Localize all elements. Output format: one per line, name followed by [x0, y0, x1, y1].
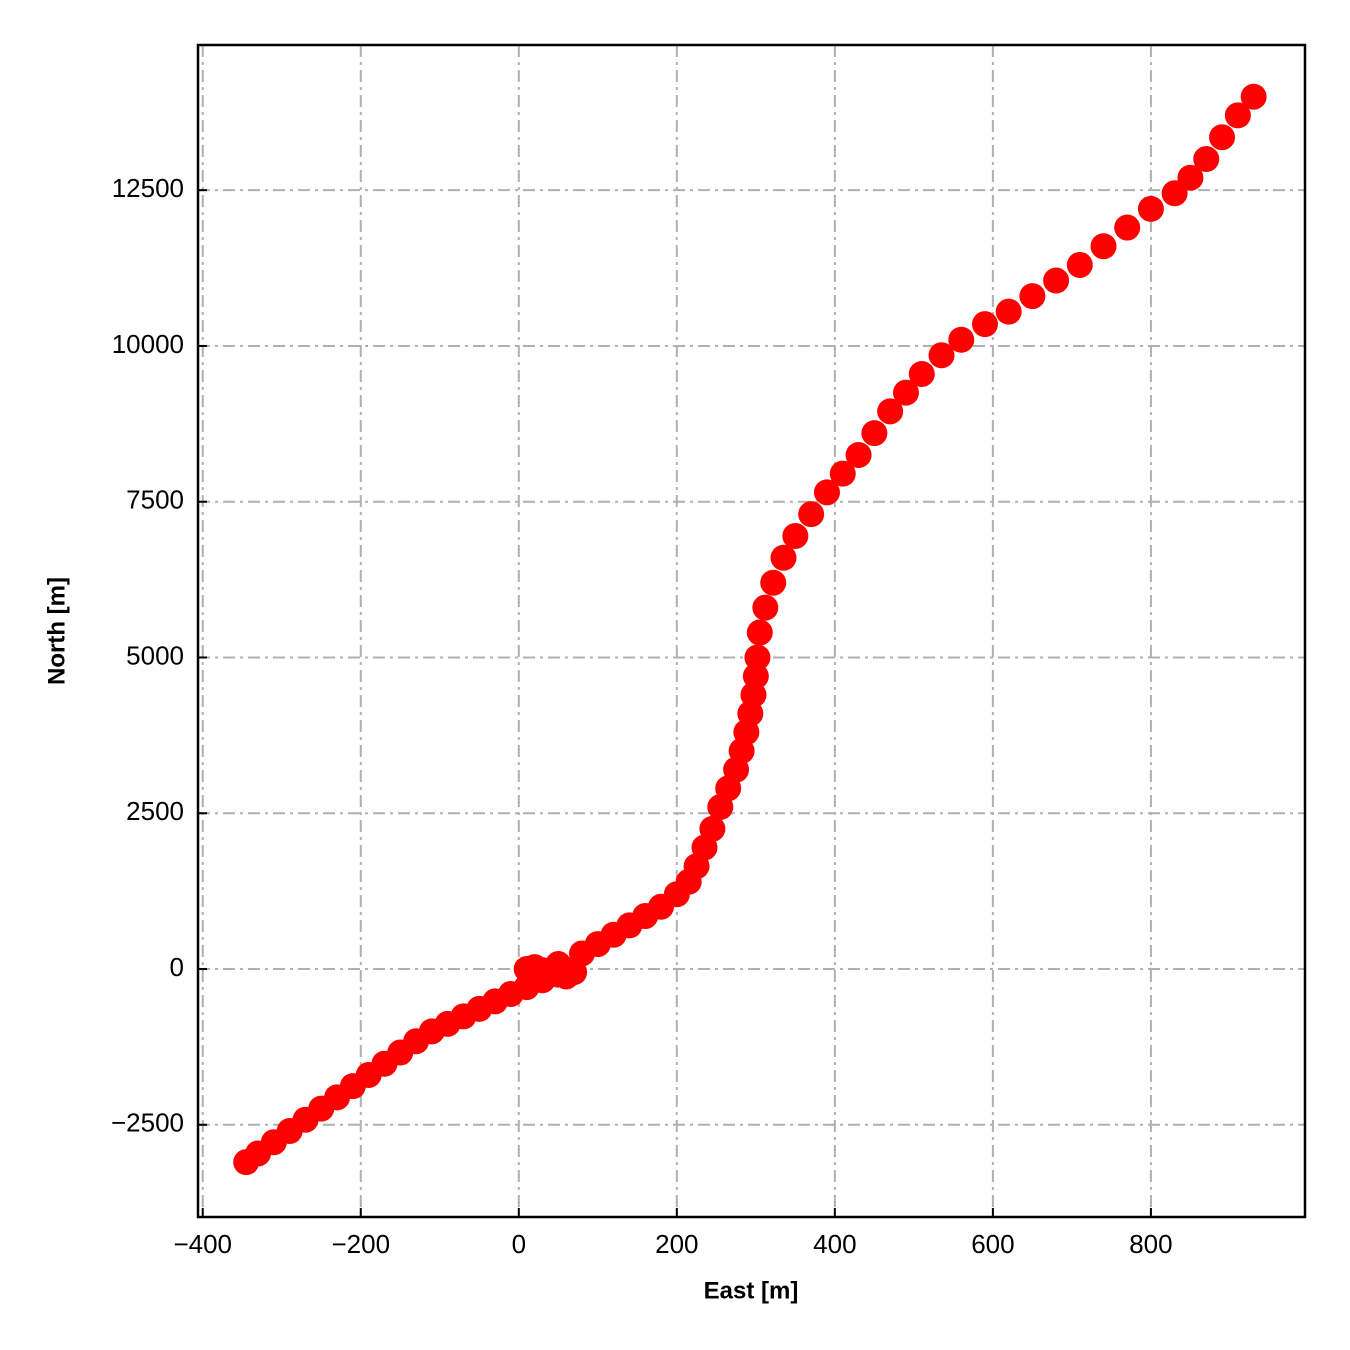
plot-frame	[196, 43, 1307, 1219]
point	[699, 815, 726, 842]
y-tick-label: −2500	[111, 1108, 184, 1138]
point	[742, 663, 769, 690]
point	[813, 479, 840, 506]
point	[1066, 251, 1093, 278]
x-tick-label: 600	[971, 1229, 1014, 1259]
point	[752, 594, 779, 621]
y-tick-label: 0	[170, 952, 184, 982]
point	[1019, 283, 1046, 310]
point	[1209, 124, 1236, 151]
x-axis-label: East [m]	[704, 1277, 799, 1304]
y-tick-label: 7500	[126, 485, 184, 515]
x-tick-label: 800	[1129, 1229, 1172, 1259]
point	[521, 954, 548, 981]
y-tick-label: 5000	[126, 640, 184, 670]
point	[770, 544, 797, 571]
point	[744, 644, 771, 671]
point	[545, 951, 572, 978]
point	[798, 501, 825, 528]
grid	[198, 45, 1305, 1217]
point	[1193, 146, 1220, 173]
point	[908, 360, 935, 387]
y-tick-label: 12500	[112, 173, 184, 203]
point	[1224, 102, 1251, 129]
point	[861, 420, 888, 447]
y-axis-label: North [m]	[43, 577, 70, 685]
point	[971, 311, 998, 338]
x-tick-label: 0	[512, 1229, 526, 1259]
point	[1114, 214, 1141, 241]
point	[829, 460, 856, 487]
point	[1090, 233, 1117, 260]
point	[1240, 83, 1267, 110]
point	[928, 342, 955, 369]
point	[1177, 164, 1204, 191]
x-tick-label: 200	[655, 1229, 698, 1259]
point	[1043, 267, 1070, 294]
x-tick-label: −400	[173, 1229, 232, 1259]
point	[892, 379, 919, 406]
y-tick-label: 10000	[112, 329, 184, 359]
y-tick-label: 2500	[126, 796, 184, 826]
point	[995, 298, 1022, 325]
point	[746, 619, 773, 646]
point	[948, 326, 975, 353]
data-points	[233, 83, 1267, 1176]
point	[1137, 195, 1164, 222]
point	[877, 398, 904, 425]
x-tick-label: −200	[331, 1229, 390, 1259]
point	[760, 569, 787, 596]
x-tick-label: 400	[813, 1229, 856, 1259]
point	[845, 441, 872, 468]
tick-labels: −400 −200 0 200 400 600 800 −2500 0 2500 5000 7500 1…	[111, 173, 1173, 1259]
point	[782, 522, 809, 549]
